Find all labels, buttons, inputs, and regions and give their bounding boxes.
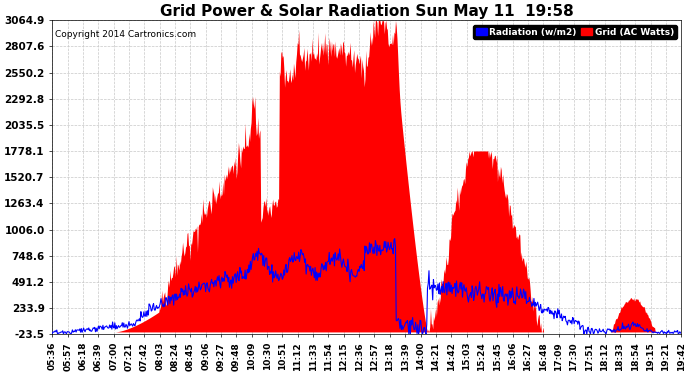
Legend: Radiation (w/m2), Grid (AC Watts): Radiation (w/m2), Grid (AC Watts)	[473, 25, 677, 39]
Text: Copyright 2014 Cartronics.com: Copyright 2014 Cartronics.com	[55, 30, 197, 39]
Title: Grid Power & Solar Radiation Sun May 11  19:58: Grid Power & Solar Radiation Sun May 11 …	[160, 4, 573, 19]
